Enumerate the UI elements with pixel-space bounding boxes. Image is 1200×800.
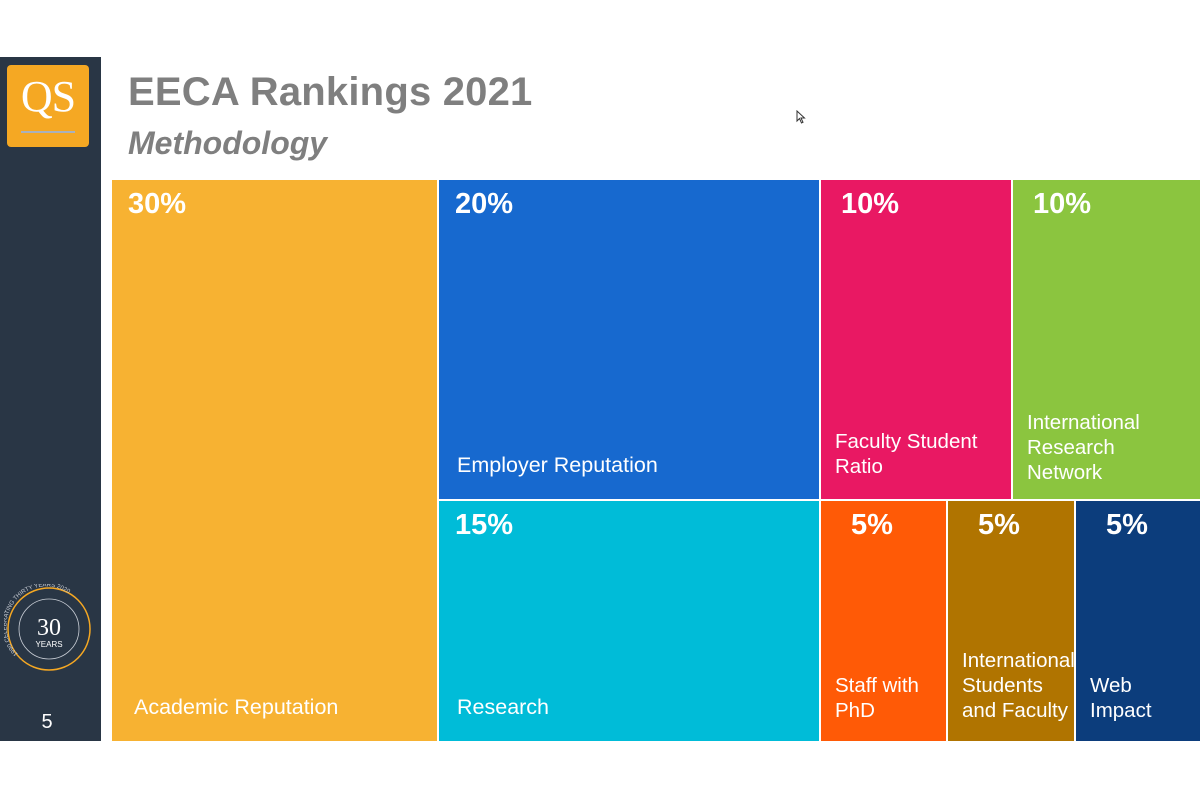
tile-staff-with-phd: 5% Staff with PhD [821, 501, 946, 741]
mouse-cursor-icon [796, 110, 806, 124]
tile-percentage: 5% [851, 509, 893, 541]
tile-label: Academic Reputation [134, 695, 339, 719]
tile-faculty-student-ratio: 10% Faculty Student Ratio [821, 180, 1011, 499]
tile-percentage: 30% [128, 188, 187, 220]
tile-percentage: 5% [978, 509, 1020, 541]
tile-label: Research [457, 695, 550, 719]
tile-percentage: 10% [1033, 188, 1092, 220]
tile-percentage: 10% [841, 188, 900, 220]
methodology-treemap: 30% Academic Reputation 20% Employer Reputa… [112, 180, 1200, 741]
qs-logo-text: QS [20, 72, 76, 121]
seal-word: YEARS [35, 640, 62, 649]
slide-subtitle: Methodology [128, 125, 328, 161]
seal-ring [7, 587, 91, 671]
tile-percentage: 5% [1106, 509, 1148, 541]
qs-logo: QS [7, 65, 89, 147]
tile-web-impact: 5% Web Impact [1076, 501, 1200, 741]
tile-research: 15% Research [439, 501, 819, 741]
seal-number: 30 [37, 615, 61, 641]
tile-academic-reputation: 30% Academic Reputation [112, 180, 437, 741]
slide-number: 5 [41, 711, 53, 733]
thirty-years-seal: 1990 CELEBRATING THIRTY YEARS 2020 30 YE… [4, 584, 91, 671]
seal-inner-ring [18, 598, 80, 660]
qs-logo-underline [21, 131, 75, 133]
tile-label: Faculty Student Ratio [835, 430, 978, 478]
tile-label: International Research Network [1027, 411, 1140, 484]
tile-international-students-faculty: 5% International Students and Faculty [948, 501, 1075, 741]
tile-international-research-network: 10% International Research Network [1013, 180, 1200, 499]
tile-percentage: 15% [455, 509, 514, 541]
tile-label: International Students and Faculty [962, 649, 1075, 722]
tile-percentage: 20% [455, 188, 514, 220]
sidebar: QS 1990 CELEBRATING THIRTY YEARS 2020 30… [0, 57, 101, 741]
tile-employer-reputation: 20% Employer Reputation [439, 180, 819, 499]
tile-label: Employer Reputation [457, 453, 658, 477]
slide-title: EECA Rankings 2021 [128, 70, 533, 114]
tile-label: Web Impact [1090, 674, 1152, 722]
tile-label: Staff with PhD [835, 674, 919, 722]
